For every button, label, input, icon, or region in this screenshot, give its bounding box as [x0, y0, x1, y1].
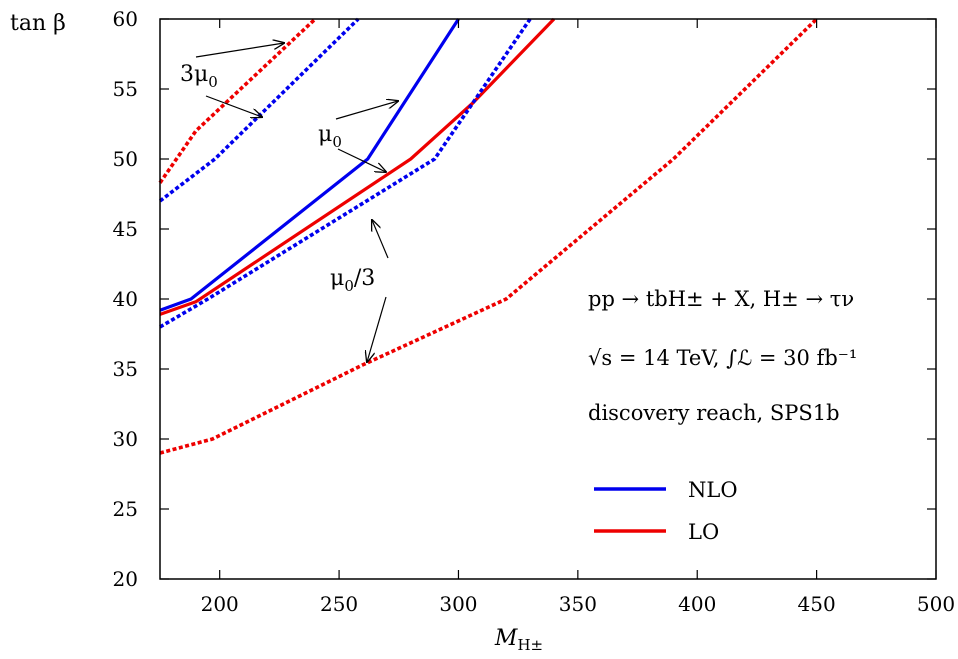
legend-label-lo: LO — [688, 520, 719, 544]
series-line-dotted-red-3 — [158, 17, 317, 184]
annotation-mu0-arrow-bottom — [337, 148, 386, 172]
annotation-3mu0: 3μ0 — [180, 62, 218, 91]
annotation-mu0-arrow-top — [335, 101, 398, 120]
series-layer — [158, 17, 818, 455]
legend-label-nlo: NLO — [688, 478, 738, 502]
y-tick-label-35: 35 — [113, 357, 138, 381]
info-energy-lumi: √s = 14 TeV, ∫ℒ = 30 fb⁻¹ — [588, 346, 857, 370]
info-process: pp → tbH± + X, H± → τν — [588, 287, 854, 311]
series-line-dotted-blue-4 — [159, 17, 532, 329]
series-line-dotted-red-5 — [159, 17, 818, 455]
annotation-mu0-over-3-arrow-top — [372, 220, 389, 259]
y-tick-label-25: 25 — [113, 497, 138, 521]
x-tick-label-200: 200 — [201, 592, 239, 616]
x-tick-label-350: 350 — [559, 592, 597, 616]
annotation-3mu0-arrow-top — [195, 43, 284, 58]
series-line-lo-red-1 — [159, 17, 556, 316]
annotation-mu0: μ0 — [318, 122, 342, 151]
annotation-mu0-over-3-arrow-bottom — [367, 296, 387, 362]
x-tick-label-500: 500 — [917, 592, 955, 616]
x-tick-label-450: 450 — [798, 592, 836, 616]
y-tick-label-50: 50 — [113, 147, 138, 171]
y-tick-label-45: 45 — [113, 217, 138, 241]
y-tick-label-40: 40 — [113, 287, 138, 311]
y-axis-title: tan β — [10, 11, 66, 36]
x-tick-label-250: 250 — [320, 592, 358, 616]
ticks-layer: 200 250 300 350 400 450 500 20 25 30 35 40 45 50 55 60 — [113, 7, 956, 616]
annotation-3mu0-arrow-bottom — [205, 95, 262, 117]
info-reach: discovery reach, SPS1b — [588, 401, 840, 425]
y-tick-label-60: 60 — [113, 7, 138, 31]
y-tick-label-30: 30 — [113, 427, 138, 451]
series-line-nlo-blue-0 — [159, 18, 460, 312]
annotation-mu0-over-3: μ0/3 — [330, 266, 375, 295]
y-tick-label-20: 20 — [113, 567, 138, 591]
y-tick-label-55: 55 — [113, 77, 138, 101]
x-tick-label-400: 400 — [678, 592, 716, 616]
x-tick-label-300: 300 — [439, 592, 477, 616]
series-line-dotted-blue-2 — [158, 17, 360, 203]
legend: NLO LO — [594, 478, 738, 544]
x-axis-title: MH± — [494, 626, 543, 654]
